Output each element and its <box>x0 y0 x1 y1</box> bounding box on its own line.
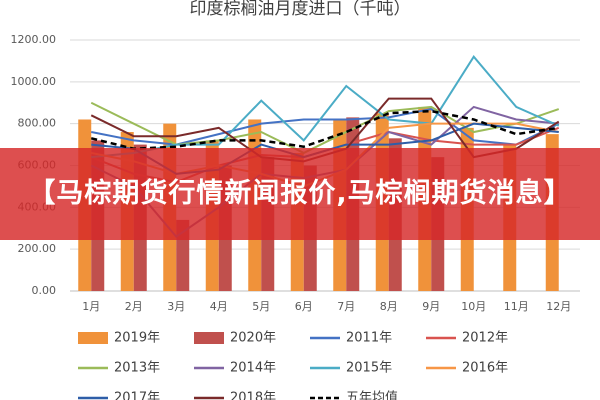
line <box>90 101 560 155</box>
x-tick-label: 8月 <box>380 300 398 313</box>
banner: 【马棕期货行情新闻报价,马棕榈期货消息】 <box>0 148 600 240</box>
y-tick-label: 0.00 <box>32 284 57 297</box>
line <box>91 55 560 159</box>
y-tick-label: 200.00 <box>18 242 57 255</box>
legend-label: 2014年 <box>230 361 276 376</box>
legend-label: 2017年 <box>114 391 160 400</box>
banner-text: 【马棕期货行情新闻报价,马棕榈期货消息】 <box>28 178 572 209</box>
legend-label: 2016年 <box>462 361 508 376</box>
x-tick-label: 12月 <box>546 300 571 313</box>
legend-label: 2012年 <box>462 331 508 346</box>
chart-title: 印度棕榈油月度进口（千吨） <box>190 0 411 19</box>
x-tick-label: 5月 <box>252 300 270 313</box>
x-tick-label: 10月 <box>461 300 486 313</box>
x-tick-label: 2月 <box>125 300 143 313</box>
legend-label: 五年均值 <box>346 390 398 400</box>
x-tick-label: 11月 <box>504 300 529 313</box>
legend-swatch <box>194 332 224 344</box>
x-tick-label: 6月 <box>295 300 313 313</box>
legend-label: 2011年 <box>346 331 392 346</box>
y-tick-label: 1000.00 <box>11 75 57 88</box>
legend-label: 2020年 <box>230 331 276 346</box>
legend-swatch <box>78 332 108 344</box>
x-tick-label: 9月 <box>422 300 440 313</box>
y-tick-label: 800.00 <box>18 117 57 130</box>
line <box>91 107 560 146</box>
legend-label: 2018年 <box>230 391 276 400</box>
legend-label: 2013年 <box>114 361 160 376</box>
legend-label: 2015年 <box>346 361 392 376</box>
x-tick-label: 3月 <box>167 300 185 313</box>
x-tick-label: 1月 <box>82 300 100 313</box>
y-tick-label: 1200.00 <box>11 33 57 46</box>
legend-label: 2019年 <box>114 331 160 346</box>
x-tick-label: 7月 <box>337 300 355 313</box>
x-tick-label: 4月 <box>210 300 228 313</box>
